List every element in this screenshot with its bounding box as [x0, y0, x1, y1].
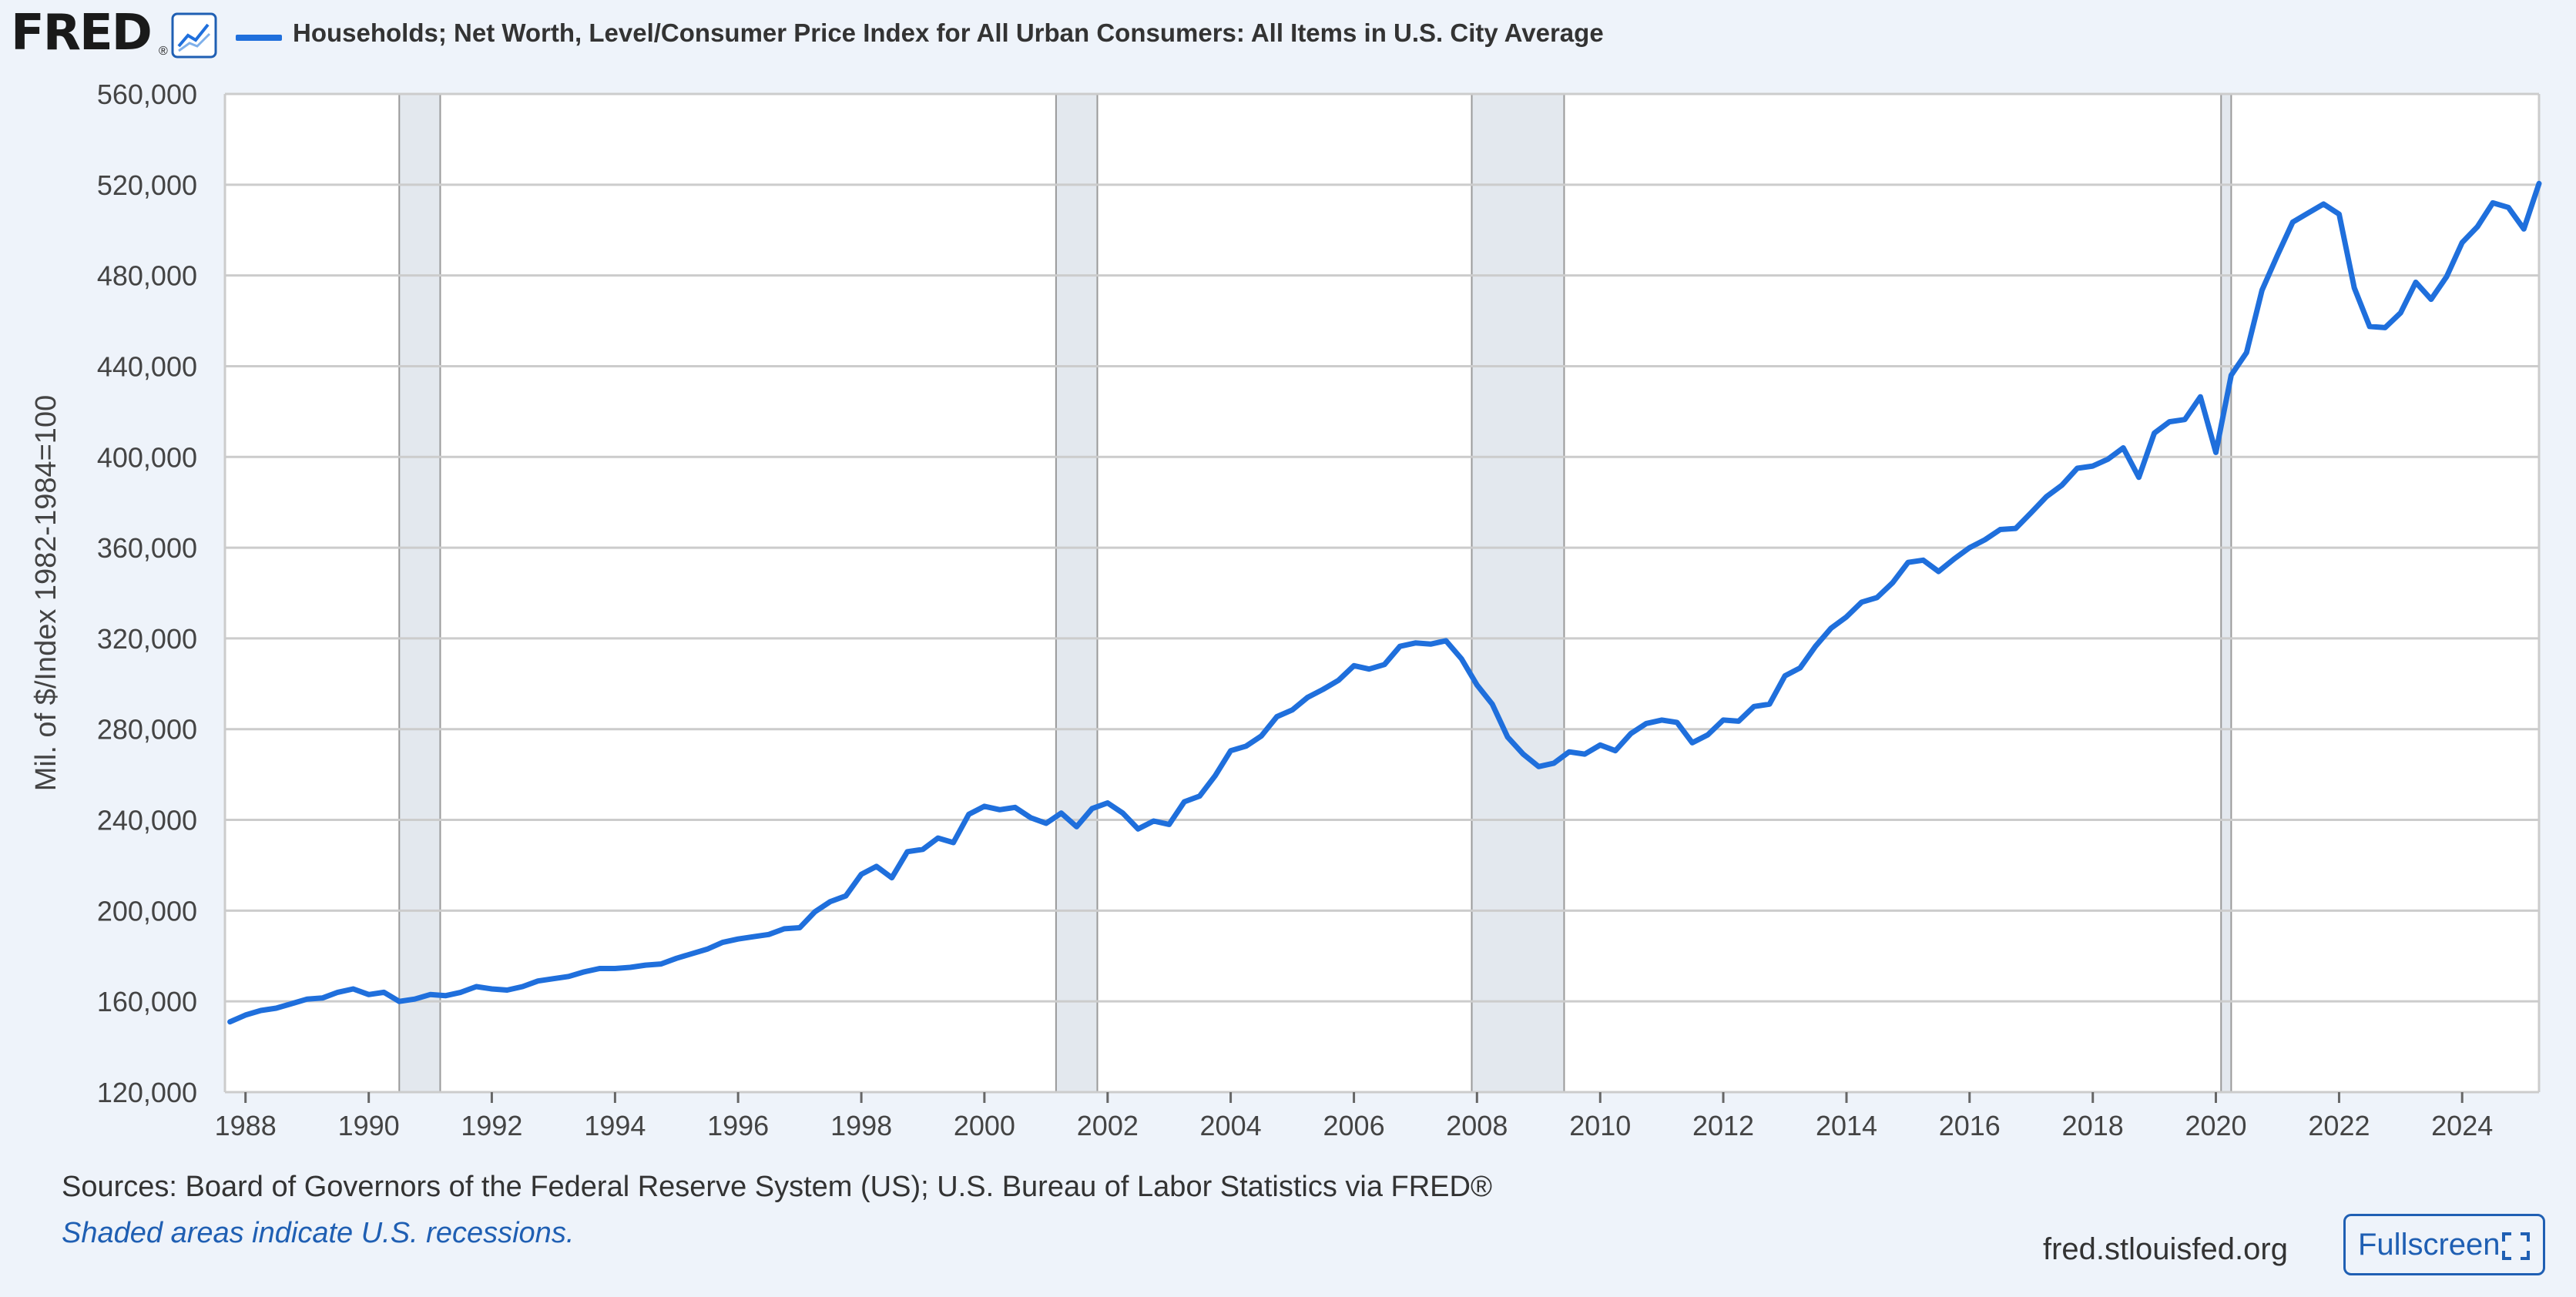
- y-tick-label: 120,000: [97, 1077, 197, 1108]
- x-tick-label: 1992: [461, 1110, 522, 1141]
- x-tick-label: 2012: [1692, 1110, 1754, 1141]
- y-tick-label: 440,000: [97, 350, 197, 382]
- y-axis-ticks: 120,000 160,000 200,000 240,000 280,000 320,0…: [97, 79, 197, 1108]
- legend-swatch: [236, 35, 282, 41]
- x-tick-label: 1998: [830, 1110, 892, 1141]
- series-title: Households; Net Worth, Level/Consumer Pr…: [293, 18, 1604, 47]
- x-tick-label: 2018: [2062, 1110, 2124, 1141]
- x-tick-label: 2016: [1939, 1110, 2001, 1141]
- x-tick-label: 1988: [215, 1110, 277, 1141]
- y-tick-label: 200,000: [97, 895, 197, 927]
- x-tick-label: 2008: [1446, 1110, 1508, 1141]
- gridlines: [223, 92, 2541, 1094]
- y-tick-label: 160,000: [97, 986, 197, 1017]
- recession-band: [1055, 94, 1098, 1092]
- x-tick-label: 2000: [954, 1110, 1015, 1141]
- site-link[interactable]: fred.stlouisfed.org: [2043, 1232, 2288, 1266]
- line-graph-icon[interactable]: [171, 12, 217, 59]
- sources-note: Sources: Board of Governors of the Feder…: [62, 1171, 1492, 1203]
- expand-icon: [2502, 1232, 2530, 1260]
- y-axis-label: Mil. of $/Index 1982-1984=100: [30, 395, 62, 791]
- recession-band: [399, 94, 441, 1092]
- fullscreen-label: Fullscreen: [2358, 1227, 2501, 1262]
- y-tick-label: 560,000: [97, 79, 197, 110]
- plot-area: [225, 94, 2539, 1092]
- x-tick-label: 1994: [584, 1110, 646, 1141]
- y-tick-label: 520,000: [97, 169, 197, 201]
- x-axis-ticks: 1988 1990 1992 1994 1996 1998 2000 2002 2004 2006…: [215, 1092, 2493, 1141]
- x-tick-label: 2002: [1077, 1110, 1139, 1141]
- registered-mark: ®: [159, 45, 168, 58]
- x-tick-label: 2006: [1323, 1110, 1385, 1141]
- x-tick-label: 2010: [1569, 1110, 1631, 1141]
- x-tick-label: 2004: [1200, 1110, 1262, 1141]
- x-tick-label: 2020: [2185, 1110, 2246, 1141]
- y-tick-label: 320,000: [97, 623, 197, 655]
- header: FRED ® Households; Net Worth, Level/Cons…: [0, 0, 2576, 77]
- y-tick-label: 360,000: [97, 532, 197, 564]
- series-line: [227, 180, 2542, 1025]
- recession-band: [1471, 94, 1565, 1092]
- recession-band: [2221, 94, 2232, 1092]
- x-tick-label: 2022: [2308, 1110, 2370, 1141]
- recession-note: Shaded areas indicate U.S. recessions.: [62, 1217, 575, 1249]
- y-tick-label: 280,000: [97, 714, 197, 746]
- fullscreen-button[interactable]: Fullscreen: [2343, 1214, 2545, 1275]
- x-tick-label: 1996: [707, 1110, 769, 1141]
- y-tick-label: 240,000: [97, 805, 197, 836]
- x-tick-label: 1990: [338, 1110, 400, 1141]
- recession-shading: [398, 94, 2232, 1092]
- y-tick-label: 400,000: [97, 441, 197, 473]
- series-group: [227, 180, 2542, 1025]
- x-tick-label: 2024: [2431, 1110, 2493, 1141]
- x-tick-label: 2014: [1816, 1110, 1877, 1141]
- fred-logo[interactable]: FRED: [11, 5, 153, 62]
- y-tick-label: 480,000: [97, 260, 197, 292]
